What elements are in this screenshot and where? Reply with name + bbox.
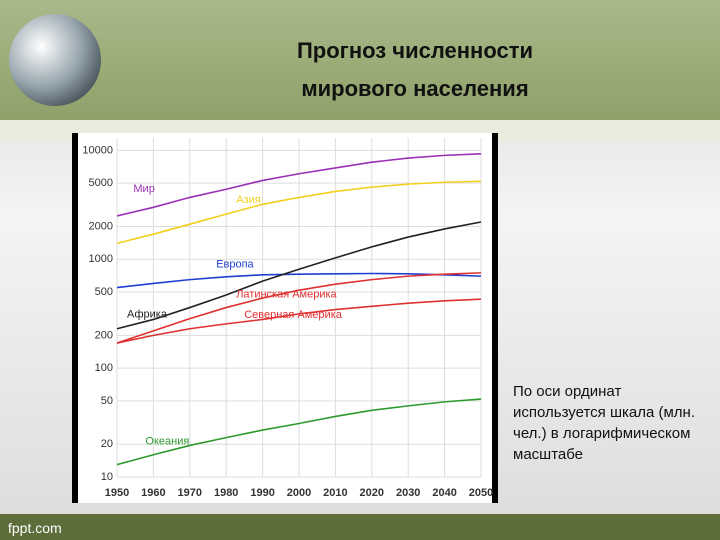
series-line (116, 221, 482, 330)
annotation: По оси ординат используется шкала (млн. … (513, 383, 695, 463)
y-tick-label: 50 (101, 395, 113, 407)
x-tick-label: 1960 (141, 487, 165, 499)
x-tick-label: 1970 (178, 487, 202, 499)
x-tick-label: 2050 (469, 487, 493, 499)
x-tick-label: 1980 (214, 487, 238, 499)
series-line (116, 272, 482, 289)
series-line (116, 272, 482, 344)
footer-bar (0, 514, 720, 540)
x-tick-label: 2040 (432, 487, 456, 499)
series-label: Северная Америка (244, 309, 343, 321)
x-tick-label: 1950 (105, 487, 129, 499)
x-tick-label: 2010 (323, 487, 347, 499)
slide-title: Прогноз численности мирового населения (296, 38, 534, 101)
y-tick-label: 20 (101, 438, 113, 450)
series-line (116, 398, 482, 466)
globe-icon (9, 14, 101, 106)
footer: fppt.com (8, 520, 62, 536)
series-line (116, 298, 482, 344)
series-label: Европа (216, 259, 254, 271)
header-band (0, 0, 720, 120)
x-tick-label: 2020 (360, 487, 384, 499)
y-tick-label: 100 (95, 362, 113, 374)
y-tick-label: 2000 (89, 220, 113, 232)
series-label: Мир (133, 183, 154, 195)
x-tick-label: 1990 (250, 487, 274, 499)
series-label: Африка (127, 309, 168, 321)
series-line (116, 180, 482, 245)
series-line (116, 153, 482, 217)
frame-right (492, 133, 498, 503)
y-tick-label: 5000 (89, 177, 113, 189)
y-tick-label: 10 (101, 471, 113, 483)
series-label: Азия (236, 194, 261, 206)
y-tick-label: 10000 (82, 144, 113, 156)
plot-background (72, 133, 498, 503)
y-tick-label: 1000 (89, 253, 113, 265)
x-tick-label: 2030 (396, 487, 420, 499)
frame-left (72, 133, 78, 503)
y-tick-label: 200 (95, 329, 113, 341)
x-tick-label: 2000 (287, 487, 311, 499)
y-tick-label: 500 (95, 286, 113, 298)
series-label: Океания (145, 436, 189, 448)
series-label: Латинская Америка (236, 288, 337, 300)
